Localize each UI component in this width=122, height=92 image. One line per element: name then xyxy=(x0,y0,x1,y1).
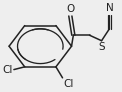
Text: Cl: Cl xyxy=(63,79,74,89)
Text: N: N xyxy=(106,3,113,13)
Text: Cl: Cl xyxy=(2,65,13,75)
Text: O: O xyxy=(66,4,74,14)
Text: S: S xyxy=(98,42,105,52)
